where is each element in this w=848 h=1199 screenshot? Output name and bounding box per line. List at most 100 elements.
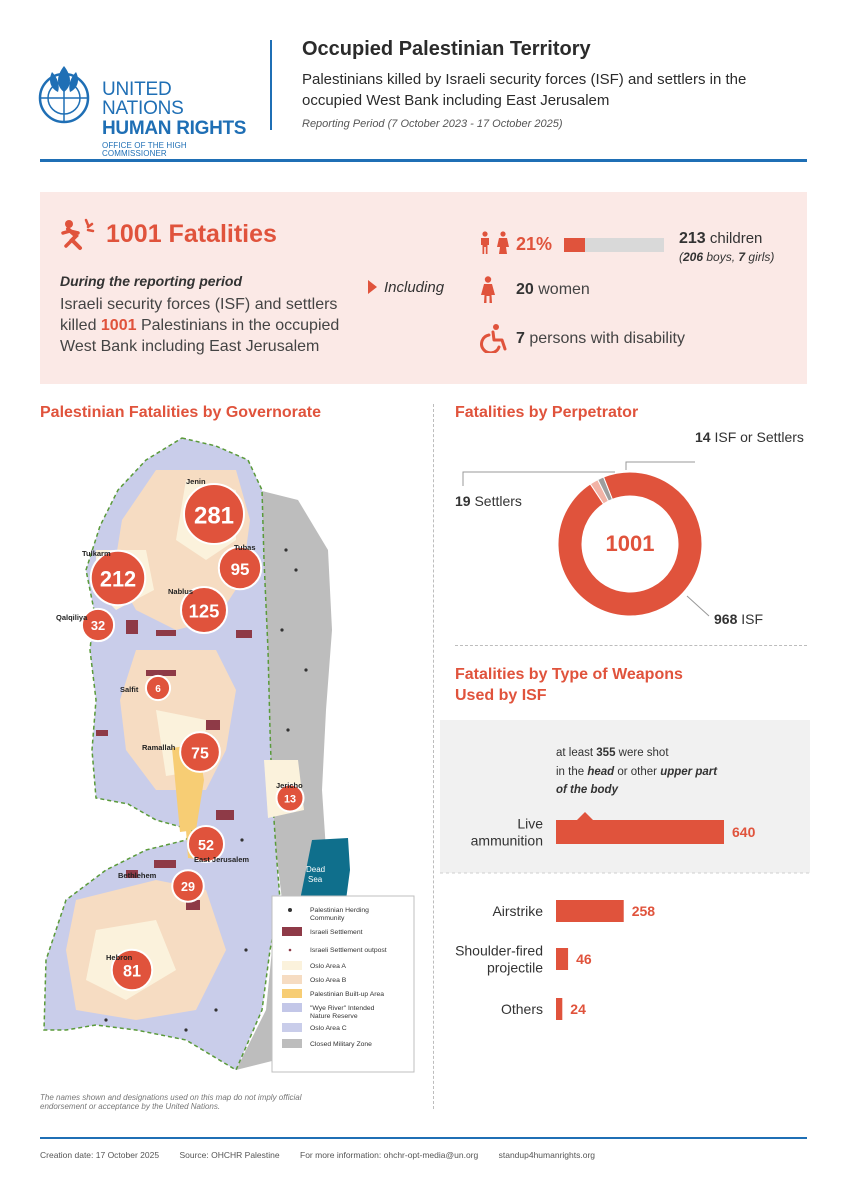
label-isf-or-settlers: 14 ISF or Settlers [695,430,804,445]
west-bank-map[interactable]: Dead Sea 281 Jenin 212 Tulkarm 95 Tubas 125 Nab… [36,430,420,1080]
governorate-bubble-hebron[interactable] [110,948,154,992]
governorate-name: Jenin [186,477,206,486]
bar-category-label: Airstrike [492,903,543,919]
governorate-bubble-jericho[interactable] [275,783,305,813]
governorate-bubble-tulkarm[interactable] [89,549,147,607]
legend-label: Oslo Area C [310,1025,347,1032]
governorate-bubble-salfit[interactable] [144,674,172,702]
perpetrator-section-title: Fatalities by Perpetrator [455,404,639,421]
legend-label: Palestinian Herding [310,907,369,914]
leader-line-settlers [462,471,615,486]
legend-swatch-herding [288,908,292,912]
legend-swatch [282,989,302,998]
herding-dot [244,948,248,952]
contact-info[interactable]: For more information: ohchr-opt-media@un… [300,1150,479,1160]
header-divider [270,40,272,130]
header-rule [40,159,807,162]
governorate-name: Jericho [276,781,303,790]
governorate-bubble-nablus[interactable] [179,585,229,635]
wheelchair-icon [480,324,507,353]
leader-line-isf [686,595,710,617]
women-number: 20 [516,281,534,298]
legend-label-cont: Community [310,915,345,922]
herding-dot [104,1018,108,1022]
bar-others [556,998,563,1020]
children-count: 213 children [679,230,762,248]
governorate-bubbles: 281 Jenin 212 Tulkarm 95 Tubas 125 Nablus 32Qalq… [56,477,305,992]
donut-center-label: 1001 [606,531,655,556]
leader-line-isf-or-settlers [625,461,695,470]
website-link[interactable]: standup4humanrights.org [498,1150,596,1160]
dead-sea-label-2: Sea [308,875,323,884]
page-title: Occupied Palestinian Territory [302,38,591,60]
settlement-mark [186,900,200,910]
governorate-value: 29 [181,880,195,894]
governorate-bubble-east-jerusalem[interactable] [186,824,226,864]
governorate-value: 13 [284,793,296,805]
governorate-bubble-qalqiliya[interactable] [80,607,116,643]
legend-label: Oslo Area A [310,963,346,970]
governorate-value: 52 [198,838,214,854]
children-number: 213 [679,230,706,247]
governorate-bubble-jenin[interactable] [183,483,245,545]
governorate-name: Tulkarm [82,549,111,558]
governorate-value: 95 [231,560,250,579]
bar-category-label: Others [501,1001,543,1017]
weapons-title-line2: Used by ISF [455,687,547,704]
governorate-name: Hebron [106,953,133,962]
source: Source: OHCHR Palestine [179,1150,280,1160]
governorate-name: Qalqiliya [56,613,88,622]
weapons-title-line1: Fatalities by Type of Weapons [455,666,683,683]
governorate-name: Tubas [234,543,256,552]
right-column-divider [455,645,807,646]
governorate-name: Ramallah [142,743,176,752]
summary-text-pre: Israeli security forces (ISF) and settle… [60,296,338,334]
governorate-section-title: Palestinian Fatalities by Governorate [40,404,321,421]
summary-text: Israeli security forces (ISF) and settle… [60,294,350,357]
settlement-mark [206,720,220,730]
reporting-period: Reporting Period (7 October 2023 - 17 Oc… [302,118,563,130]
settlement-mark [126,620,138,634]
legend-swatch [282,1039,302,1048]
legend-label: "Wye River" Intended [310,1005,375,1012]
settlement-mark [216,810,234,820]
governorate-name: Nablus [168,587,193,596]
governorate-bubble-tubas[interactable] [217,545,263,591]
legend-swatch [282,1023,302,1032]
herding-dot [240,838,244,842]
annotation-line3: of the body [556,784,619,796]
herding-communities-layer [104,548,308,1032]
legend-swatch [282,927,302,936]
header: UNITED NATIONS HUMAN RIGHTS OFFICE OF TH… [0,0,848,165]
governorate-bubble-bethlehem[interactable] [171,869,205,903]
legend-label: Closed Military Zone [310,1041,372,1048]
un-human-rights-logo[interactable]: UNITED NATIONS HUMAN RIGHTS OFFICE OF TH… [38,62,248,158]
bar-value-label: 24 [570,1001,586,1017]
summary-text-post: Palestinians in the occupied West Bank i… [60,317,340,355]
footer-rule [40,1137,807,1139]
bar-category-label: projectile [487,960,543,976]
creation-date: Creation date: 17 October 2025 [40,1150,160,1160]
children-word: children [705,230,763,247]
bar-category-label: Shoulder-fired [455,943,543,959]
bar-category-label: ammunition [471,833,543,849]
annotation-line1: at least 355 were shot [556,747,669,759]
bar-category-label: Live [517,816,543,832]
fatalities-headline: 1001 Fatalities [106,220,277,248]
org-name-line2: HUMAN RIGHTS [102,118,247,139]
weapons-bar-chart: at least 355 were shot in the head or ot… [440,720,810,1020]
governorate-value: 125 [189,600,220,621]
boys-girls-breakdown: (206 boys, 7 girls) [679,250,774,264]
map-disclaimer: The names shown and designations used on… [40,1093,302,1111]
summary-panel [40,192,807,384]
governorate-value: 6 [155,684,161,695]
governorate-bubble-ramallah[interactable] [179,731,221,773]
during-label: During the reporting period [60,273,242,289]
governorate-value: 75 [191,745,209,762]
legend-label: Israeli Settlement outpost [310,947,387,954]
annotation-pointer-icon [577,812,593,820]
settlement-mark [96,730,108,736]
women-word: women [533,281,590,298]
bar-value-label: 46 [576,951,592,967]
